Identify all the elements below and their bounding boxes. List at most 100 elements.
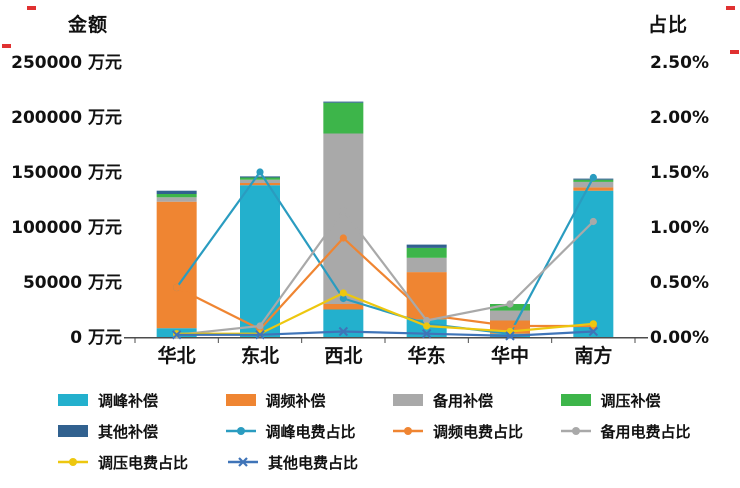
bar-segment bbox=[406, 244, 447, 248]
circle-marker bbox=[173, 283, 181, 292]
bar-segment bbox=[240, 176, 280, 178]
bar-segment bbox=[323, 102, 364, 134]
legend-line-swatch bbox=[560, 427, 591, 435]
red-tick-mark bbox=[730, 50, 739, 54]
bars-layer bbox=[156, 101, 614, 337]
legend-item: 调峰补偿 bbox=[58, 390, 226, 411]
circle-marker bbox=[256, 168, 264, 176]
line-series bbox=[175, 170, 595, 335]
legend-row: 其他补偿 调峰电费占比 调频电费占比 备用电费占比 bbox=[58, 419, 728, 443]
line-series bbox=[176, 330, 594, 338]
bar-segment bbox=[156, 194, 197, 198]
left-axis-title: 金额 bbox=[68, 14, 109, 36]
circle-marker bbox=[339, 294, 347, 303]
bar-segment bbox=[573, 190, 614, 337]
legend-label: 备用补偿 bbox=[433, 391, 494, 410]
category-label: 东北 bbox=[241, 344, 279, 367]
left-axis-tick-label: 200000 万元 bbox=[11, 108, 122, 128]
legend-label: 调频补偿 bbox=[265, 391, 326, 410]
category-labels: 华北 东北 西北 华东 华中 南方 bbox=[158, 344, 613, 367]
category-label: 西北 bbox=[324, 345, 362, 367]
legend-item: 其他电费占比 bbox=[228, 452, 398, 473]
red-tick-mark bbox=[2, 44, 11, 48]
bar-segment bbox=[240, 177, 280, 180]
legend-label: 调压补偿 bbox=[600, 391, 661, 410]
bar-segment bbox=[406, 257, 447, 273]
legend-bar-swatch bbox=[393, 394, 423, 406]
left-axis-tick-label: 100000 万元 bbox=[11, 218, 122, 238]
x-marker bbox=[171, 330, 182, 340]
left-axis-tick-label: 150000 万元 bbox=[11, 163, 122, 183]
bar-segment bbox=[323, 304, 364, 310]
legend-item: 备用补偿 bbox=[393, 390, 561, 411]
bar-segment bbox=[323, 133, 364, 304]
left-axis-tick-label: 50000 万元 bbox=[23, 273, 122, 293]
right-axis-tick-label: 2.00% bbox=[650, 108, 709, 128]
circle-marker bbox=[256, 322, 264, 330]
red-tick-mark bbox=[726, 6, 735, 10]
bar-segment bbox=[490, 310, 530, 321]
bar-segment bbox=[573, 181, 614, 188]
right-axis-tick-label: 1.50% bbox=[650, 163, 709, 183]
legend-item: 调频补偿 bbox=[225, 390, 394, 411]
legend-line-swatch bbox=[393, 427, 423, 435]
category-label: 南方 bbox=[574, 344, 612, 367]
red-tick-mark bbox=[27, 6, 36, 10]
axis-tick-labels: 250000 万元 200000 万元 150000 万元 100000 万元 5000… bbox=[11, 53, 709, 348]
bar-segment bbox=[156, 201, 197, 329]
right-axis-tick-label: 1.00% bbox=[650, 218, 709, 238]
circle-marker bbox=[423, 316, 431, 325]
bar-segment bbox=[240, 183, 280, 186]
legend-item: 备用电费占比 bbox=[560, 421, 729, 442]
bar-segment bbox=[156, 197, 197, 202]
left-axis-tick-label: 0 万元 bbox=[70, 328, 122, 348]
legend-label: 备用电费占比 bbox=[600, 422, 691, 441]
circle-marker bbox=[589, 173, 597, 182]
circle-marker bbox=[339, 289, 347, 297]
x-marker bbox=[505, 331, 515, 341]
chart-legend: 调峰补偿 调频补偿 备用补偿 调压补偿其他补偿 调峰电费占比 调频电费占比 备用电费占比调压… bbox=[58, 388, 728, 481]
legend-label: 调频电费占比 bbox=[433, 422, 524, 441]
legend-label: 其他电费占比 bbox=[268, 453, 359, 472]
right-axis-title: 占比 bbox=[648, 14, 689, 36]
x-axis bbox=[124, 337, 648, 343]
legend-label: 调峰电费占比 bbox=[265, 422, 356, 441]
right-axis-tick-label: 0.00% bbox=[650, 328, 709, 348]
legend-bar-swatch bbox=[58, 425, 88, 437]
legend-label: 调峰补偿 bbox=[98, 391, 159, 410]
legend-bar-swatch bbox=[58, 394, 88, 406]
line-series bbox=[176, 236, 594, 331]
line-series bbox=[176, 208, 595, 336]
bar-segment bbox=[573, 187, 614, 191]
legend-item: 调压电费占比 bbox=[58, 452, 228, 473]
bar-segment bbox=[240, 179, 280, 183]
category-label: 华中 bbox=[491, 344, 529, 367]
circle-marker bbox=[423, 322, 431, 330]
circle-marker bbox=[339, 206, 347, 215]
legend-label: 调压电费占比 bbox=[98, 453, 189, 472]
lines-layer bbox=[171, 168, 599, 341]
legend-bar-swatch bbox=[560, 394, 591, 406]
legend-item: 调压补偿 bbox=[560, 390, 729, 411]
circle-marker bbox=[339, 234, 347, 242]
legend-line-swatch bbox=[225, 427, 256, 435]
x-marker bbox=[255, 330, 265, 340]
circle-marker bbox=[589, 217, 597, 226]
legend-bar-swatch bbox=[225, 394, 256, 406]
legend-label: 其他补偿 bbox=[98, 422, 159, 441]
bar-segment bbox=[240, 185, 280, 337]
combo-chart: 250000 万元 200000 万元 150000 万元 100000 万元 5000… bbox=[11, 53, 709, 367]
category-label: 华东 bbox=[408, 344, 446, 367]
legend-item: 调峰电费占比 bbox=[225, 421, 394, 442]
circle-marker bbox=[589, 320, 597, 328]
x-marker bbox=[588, 326, 599, 337]
category-label: 华北 bbox=[158, 344, 196, 367]
bar-segment bbox=[406, 247, 447, 258]
x-marker bbox=[421, 328, 432, 339]
bar-segment bbox=[156, 190, 197, 194]
circle-marker bbox=[506, 322, 514, 330]
right-axis-tick-label: 0.50% bbox=[650, 273, 709, 293]
legend-item: 其他补偿 bbox=[58, 421, 226, 442]
legend-item: 调频电费占比 bbox=[393, 421, 561, 442]
